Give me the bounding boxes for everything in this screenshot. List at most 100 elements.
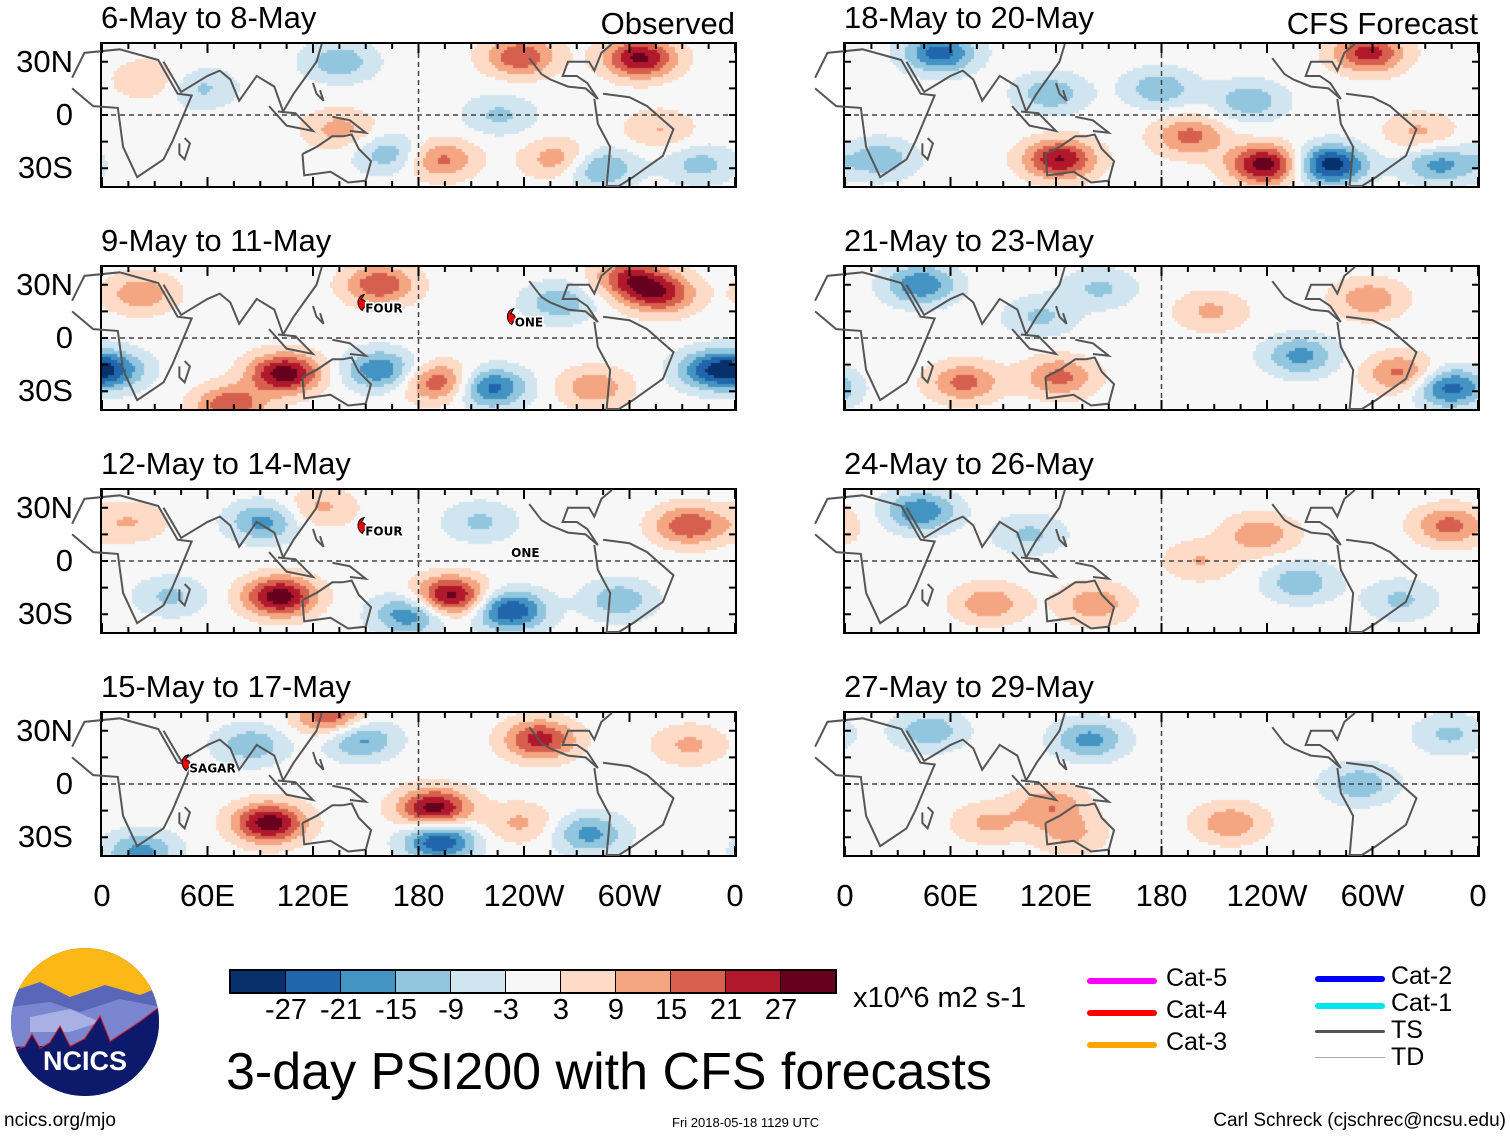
coastline [1075, 561, 1113, 581]
coastline [1271, 712, 1356, 769]
colorbar-tick-label: 27 [764, 994, 798, 1026]
coastline [814, 271, 937, 402]
coastline [1055, 305, 1068, 325]
footer-author: Carl Schreck (cjschrec@ncsu.edu) [1213, 1110, 1506, 1131]
colorbar-tick-label: -15 [375, 994, 417, 1026]
coastline [1044, 133, 1116, 184]
map-panel [71, 42, 737, 188]
map-panel: FOUR ONE [71, 488, 737, 634]
lat-label: 30N [16, 43, 73, 79]
coastline [332, 338, 370, 358]
legend-line-ts [1315, 1030, 1385, 1033]
map-panel: FOUR ONE [71, 265, 737, 411]
lat-label: 0 [55, 97, 73, 132]
colorbar-tick-label: 21 [709, 994, 743, 1026]
lon-label: 60W [1340, 878, 1405, 913]
panel-title: 9-May to 11-May [101, 223, 332, 258]
coastline [301, 356, 373, 407]
storm-label: ONE [515, 316, 543, 330]
svg-text:NCICS: NCICS [43, 1046, 127, 1076]
coastline [905, 489, 1066, 560]
map-panel [814, 488, 1480, 634]
coastline [1271, 489, 1356, 546]
colorbar-swatch [781, 971, 835, 992]
coastline [1011, 774, 1060, 802]
lat-label: 0 [55, 766, 73, 801]
legend-label: TD [1391, 1043, 1425, 1071]
coastline [71, 48, 194, 179]
footer-timestamp: Fri 2018-05-18 1129 UTC [672, 1115, 820, 1130]
legend-label: TS [1391, 1016, 1423, 1044]
coastline [1075, 338, 1113, 358]
colorbar-swatch [231, 971, 286, 992]
coastline [528, 43, 613, 100]
colorbar-tick-label: -21 [320, 994, 362, 1026]
legend-label: Cat-3 [1166, 1028, 1228, 1056]
coastline [301, 579, 373, 630]
panel-title: 15-May to 17-May [101, 669, 351, 704]
coastline [1044, 356, 1116, 407]
legend-label: Cat-1 [1391, 989, 1453, 1017]
colorbar-swatch [616, 971, 671, 992]
lon-label: 60W [597, 878, 662, 913]
observed-label: Observed [600, 6, 735, 41]
lat-label: 30S [17, 150, 73, 186]
colorbar-swatch [561, 971, 616, 992]
lat-label: 0 [55, 543, 73, 578]
footer-url[interactable]: ncics.org/mjo [4, 1110, 116, 1131]
lon-label: 120E [1019, 878, 1093, 913]
coastline [268, 328, 317, 356]
lon-label: 0 [836, 878, 854, 913]
colorbar-tick-label: 9 [607, 994, 625, 1026]
map-overlay [814, 266, 1479, 410]
lat-label: 30N [16, 712, 73, 748]
coastline [332, 115, 370, 135]
legend-label: Cat-2 [1391, 962, 1453, 990]
map-overlay: SAGAR [71, 712, 736, 856]
coastline [1075, 115, 1113, 135]
coastline [921, 583, 935, 608]
coastline [178, 137, 192, 162]
panel-title: 24-May to 26-May [844, 446, 1094, 481]
map-panel [814, 711, 1480, 857]
figure-title: 3-day PSI200 with CFS forecasts [226, 1043, 992, 1101]
lon-label: 0 [1469, 878, 1487, 913]
colorbar-tick-label: 15 [654, 994, 688, 1026]
colorbar-tick-label: -3 [493, 994, 519, 1026]
coastline [332, 561, 370, 581]
coastline [593, 538, 675, 633]
panel-title: 12-May to 14-May [101, 446, 351, 481]
storm-label: FOUR [365, 302, 402, 316]
colorbar-swatch [451, 971, 506, 992]
map-overlay [814, 489, 1479, 633]
lat-label: 30S [17, 819, 73, 855]
colorbar-swatch [286, 971, 341, 992]
colorbar-tick-label: -27 [265, 994, 307, 1026]
map-overlay [814, 43, 1479, 187]
coastline [921, 806, 935, 831]
map-overlay: FOUR ONE [71, 266, 736, 410]
coastline [1044, 802, 1116, 853]
coastline [1336, 761, 1418, 856]
coastline [178, 583, 192, 608]
map-overlay [71, 43, 736, 187]
coastline [162, 712, 323, 783]
colorbar-swatch [506, 971, 561, 992]
hurricane-icon [181, 753, 191, 772]
coastline [1271, 266, 1356, 323]
coastline [528, 712, 613, 769]
storm-label: ONE [511, 546, 539, 560]
coastline [814, 48, 937, 179]
colorbar-tick-label: 3 [552, 994, 570, 1026]
panel-title: 18-May to 20-May [844, 0, 1094, 35]
panel-title: 21-May to 23-May [844, 223, 1094, 258]
legend-line-cat-2 [1315, 976, 1385, 982]
coastline [814, 717, 937, 848]
colorbar [229, 969, 837, 994]
map-overlay: FOUR ONE [71, 489, 736, 633]
legend-line-cat-3 [1087, 1042, 1157, 1048]
lon-label: 60E [179, 878, 236, 913]
lon-label: 120W [483, 878, 565, 913]
colorbar-swatch [341, 971, 396, 992]
coastline [71, 494, 194, 625]
